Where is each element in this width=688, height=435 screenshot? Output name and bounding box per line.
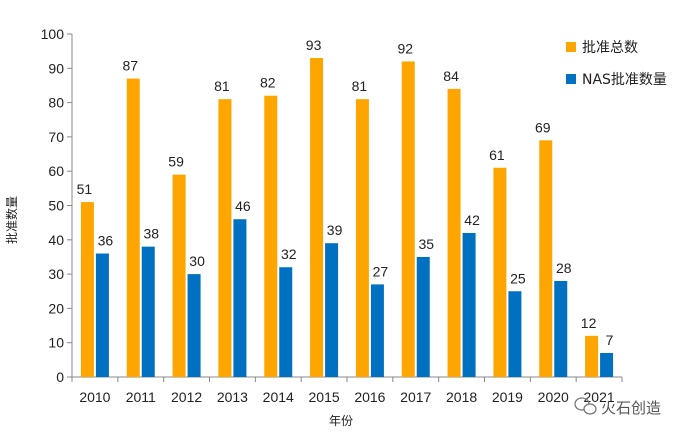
data-label-total: 61 <box>489 147 505 163</box>
data-label-total: 51 <box>77 181 93 197</box>
x-tick-label: 2013 <box>217 389 248 405</box>
legend: 批准总数 NAS批准数量 <box>566 40 667 88</box>
data-label-total: 92 <box>397 40 413 56</box>
data-label-nas: 27 <box>373 263 389 279</box>
bar-nas <box>325 243 339 377</box>
data-label-nas: 30 <box>189 253 205 269</box>
y-axis-title: 批准数量 <box>4 196 19 244</box>
legend-swatch-total <box>566 42 576 52</box>
x-axis-title: 年份 <box>329 414 353 428</box>
y-tick-label: 100 <box>41 26 65 42</box>
y-tick-label: 0 <box>56 369 64 385</box>
bar-total <box>172 174 186 377</box>
bar-nas <box>462 232 476 377</box>
x-tick-label: 2012 <box>171 389 202 405</box>
data-label-nas: 46 <box>235 198 251 214</box>
bar-total <box>218 99 232 378</box>
bar-nas <box>141 246 155 377</box>
data-label-total: 12 <box>581 315 597 331</box>
data-label-nas: 32 <box>281 246 297 262</box>
data-label-nas: 36 <box>98 233 114 249</box>
data-label-nas: 38 <box>143 226 159 242</box>
data-label-nas: 7 <box>606 332 614 348</box>
y-tick-label: 60 <box>48 163 64 179</box>
data-label-nas: 28 <box>556 260 572 276</box>
bar-nas <box>95 253 109 377</box>
data-label-nas: 35 <box>418 236 434 252</box>
data-label-total: 87 <box>122 58 138 74</box>
bar-total <box>310 58 324 377</box>
wechat-icon <box>574 397 597 415</box>
data-label-nas: 25 <box>510 270 526 286</box>
data-label-total: 69 <box>535 119 551 135</box>
y-tick-label: 20 <box>48 300 64 316</box>
legend-swatch-nas <box>566 74 576 84</box>
x-tick-label: 2020 <box>538 389 569 405</box>
data-label-total: 81 <box>214 78 230 94</box>
bar-total <box>80 202 94 377</box>
data-label-nas: 39 <box>327 222 343 238</box>
data-label-total: 81 <box>352 78 368 94</box>
bar-nas <box>416 256 430 377</box>
watermark-text: 火石创造 <box>601 399 661 417</box>
x-tick-label: 2015 <box>309 389 340 405</box>
bar-nas <box>554 280 568 377</box>
y-tick-label: 80 <box>48 95 64 111</box>
y-tick-label: 70 <box>48 129 64 145</box>
bar-total <box>126 78 140 377</box>
bar-total <box>447 88 461 377</box>
bar-nas <box>370 284 384 377</box>
data-label-total: 84 <box>443 68 459 84</box>
y-tick-label: 30 <box>48 266 64 282</box>
x-axis: 2010 2011 2012 2013 2014 2015 2016 2017 2018 2019… <box>71 376 623 405</box>
bar-nas <box>508 291 522 377</box>
legend-label-total: 批准总数 <box>582 40 638 56</box>
bar-nas <box>600 352 614 377</box>
watermark: 火石创造 <box>574 397 661 417</box>
bar-total <box>493 167 507 377</box>
x-tick-label: 2011 <box>126 389 156 405</box>
data-label-nas: 42 <box>464 212 480 228</box>
y-tick-label: 40 <box>48 232 64 248</box>
y-axis: 0 10 20 30 40 50 60 70 80 90 100 <box>41 26 73 385</box>
y-tick-label: 90 <box>48 60 64 76</box>
x-tick-label: 2010 <box>79 389 110 405</box>
data-labels: 51 87 59 81 82 93 81 92 84 61 69 12 36 38 30 46 32 39 27 35… <box>77 37 614 348</box>
bar-total <box>401 61 415 377</box>
bar-total <box>355 99 369 378</box>
x-tick-label: 2017 <box>400 389 431 405</box>
bar-total <box>585 335 599 377</box>
y-tick-label: 50 <box>48 198 64 214</box>
data-label-total: 93 <box>306 37 322 53</box>
bar-nas <box>233 219 247 377</box>
bar-total <box>264 95 278 378</box>
legend-label-nas: NAS批准数量 <box>582 72 667 88</box>
data-label-total: 59 <box>168 154 184 170</box>
y-tick-label: 10 <box>48 335 64 351</box>
bar-total <box>539 140 553 377</box>
x-tick-label: 2016 <box>354 389 385 405</box>
data-label-total: 82 <box>260 75 276 91</box>
bars <box>80 58 614 378</box>
x-tick-label: 2021 <box>584 389 615 405</box>
bar-nas <box>279 267 293 377</box>
bar-nas <box>187 274 201 377</box>
x-tick-label: 2018 <box>446 389 477 405</box>
x-tick-label: 2014 <box>263 389 294 405</box>
x-tick-label: 2019 <box>492 389 523 405</box>
